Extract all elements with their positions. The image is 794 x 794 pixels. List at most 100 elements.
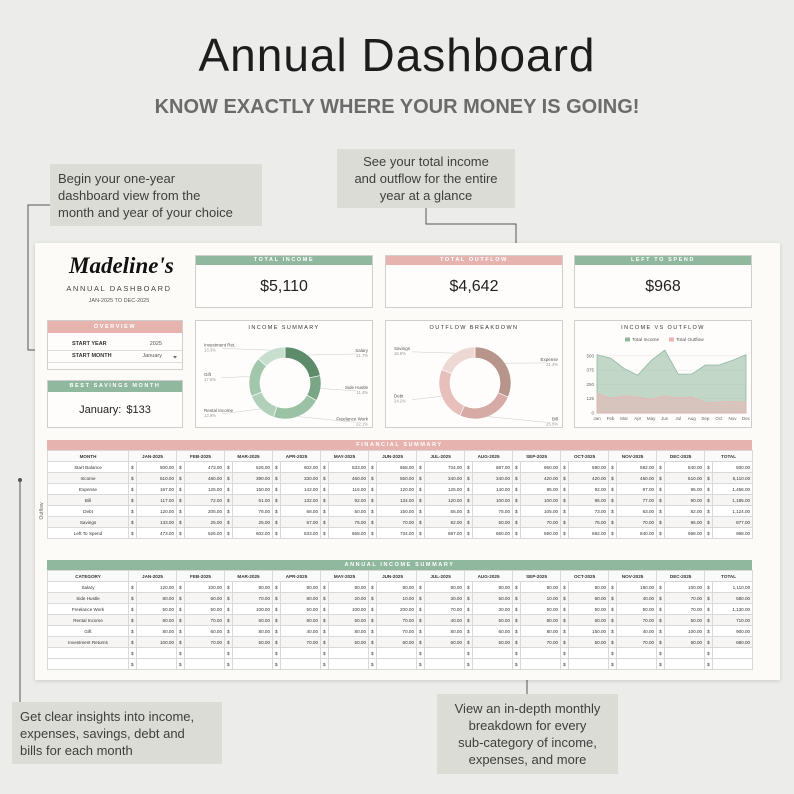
donut-slice (284, 346, 321, 379)
cell-value: 105.00 (520, 505, 562, 517)
currency-sign: $ (224, 483, 233, 495)
x-tick-label: Jul (675, 416, 681, 421)
callout-line: Get clear insights into income, (20, 708, 195, 724)
overview-label: START MONTH (72, 353, 112, 359)
cell-value: 480.00 (184, 472, 226, 484)
currency-sign: $ (368, 658, 377, 670)
slice-value-label: 31.4% (546, 362, 558, 367)
currency-sign: $ (176, 527, 185, 539)
currency-sign: $ (368, 647, 377, 659)
currency-sign: $ (512, 658, 521, 670)
x-tick-label: Mar (620, 416, 628, 421)
cell-value: 92.00 (328, 494, 370, 506)
cell-value: 602.00 (280, 461, 322, 473)
series-area (596, 393, 747, 414)
currency-sign: $ (416, 527, 425, 539)
currency-sign: $ (416, 625, 425, 637)
overview: OVERVIEW START YEAR 2025 START MONTH January (47, 320, 183, 370)
currency-sign: $ (416, 581, 425, 593)
cell-value: 80.00 (328, 581, 370, 593)
currency-sign: $ (272, 603, 281, 615)
chart-panel: INCOME VS OUTFLOW 0 125 250 375 500 Jan Feb Mar A… (574, 320, 752, 428)
currency-sign: $ (560, 647, 569, 659)
cell-value: 658.00 (328, 527, 370, 539)
x-tick-label: Feb (607, 416, 615, 421)
currency-sign: $ (704, 647, 713, 659)
currency-sign: $ (320, 505, 329, 517)
cell-value: 526.00 (184, 527, 226, 539)
currency-sign: $ (512, 603, 521, 615)
cell-value: 50.00 (568, 603, 610, 615)
cell-value: 117.00 (135, 494, 178, 506)
currency-sign: $ (320, 592, 329, 604)
column-header: MAY-2025 (320, 570, 370, 582)
currency-sign: $ (320, 461, 329, 473)
column-header: DEC-2025 (656, 570, 706, 582)
slice-label: Gift (204, 372, 212, 377)
currency-sign: $ (560, 658, 569, 670)
cell-value: 30.00 (472, 603, 514, 615)
cell-value: 82.00 (664, 505, 706, 517)
currency-sign: $ (224, 581, 233, 593)
cell-value: 80.00 (280, 581, 322, 593)
currency-sign: $ (320, 581, 329, 593)
slice-label: Freelance Work (336, 416, 368, 421)
callout-line: See your total income (363, 154, 489, 169)
y-tick-label: 0 (591, 411, 594, 416)
x-tick-label: Aug (688, 416, 697, 421)
chart-title: INCOME VS OUTFLOW (621, 325, 705, 331)
currency-sign: $ (416, 603, 425, 615)
cell-value: 132.00 (280, 494, 322, 506)
blank-row: $ $ $ $ $ $ $ $ $ $ $ $ $ (47, 647, 754, 659)
cell-value: 50.00 (472, 614, 514, 626)
cell-value: 840.00 (616, 527, 658, 539)
currency-sign: $ (320, 647, 329, 659)
currency-sign: $ (608, 581, 617, 593)
currency-sign: $ (704, 483, 713, 495)
slice-value-label: 18.9% (394, 351, 406, 356)
cell-value: 70.00 (376, 614, 418, 626)
currency-sign: $ (272, 461, 281, 473)
cell-value: 460.00 (616, 472, 658, 484)
currency-sign: $ (416, 647, 425, 659)
currency-sign: $ (512, 483, 521, 495)
slice-label: Expense (540, 357, 558, 362)
currency-sign: $ (704, 625, 713, 637)
currency-sign: $ (512, 636, 521, 648)
cell-value: 133.00 (135, 516, 178, 528)
currency-sign: $ (176, 494, 185, 506)
currency-sign: $ (560, 592, 569, 604)
currency-sign: $ (704, 494, 713, 506)
cell-value: 120.00 (376, 483, 418, 495)
currency-sign: $ (608, 494, 617, 506)
cell-value: 60.00 (568, 592, 610, 604)
cell-value: 500.00 (712, 461, 754, 473)
currency-sign: $ (320, 472, 329, 484)
cell-value: 510.00 (664, 472, 706, 484)
currency-sign: $ (608, 647, 617, 659)
currency-sign: $ (224, 472, 233, 484)
column-header: TOTAL (704, 570, 754, 582)
currency-sign: $ (176, 614, 185, 626)
cell-value: 50.00 (232, 636, 274, 648)
cell-value: 40.00 (616, 592, 658, 604)
cell-value: 533.00 (280, 527, 322, 539)
cell-value: 340.00 (472, 472, 514, 484)
legend-label: Total Income (632, 337, 660, 343)
currency-sign: $ (128, 483, 137, 495)
column-header: NOV-2025 (608, 570, 658, 582)
x-tick-label: May (647, 416, 656, 421)
currency-sign: $ (128, 581, 137, 593)
leader-line (221, 408, 261, 415)
x-tick-label: Apr (634, 416, 642, 421)
currency-sign: $ (608, 592, 617, 604)
donut-slice (273, 394, 317, 420)
currency-sign: $ (704, 505, 713, 517)
connector (425, 208, 517, 254)
currency-sign: $ (416, 472, 425, 484)
cell-value: 60.00 (664, 636, 706, 648)
currency-sign: $ (128, 658, 137, 670)
overview-value: 2025 (149, 341, 162, 347)
leader-line (487, 416, 547, 423)
kpi-title: LEFT TO SPEND (575, 256, 751, 265)
